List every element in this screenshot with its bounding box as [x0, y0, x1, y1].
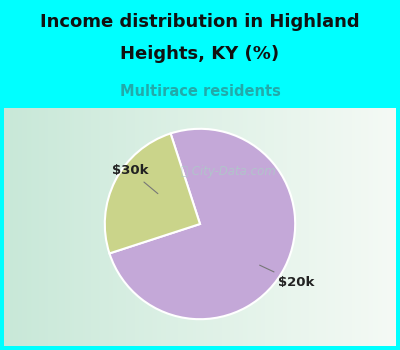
Text: Heights, KY (%): Heights, KY (%) [120, 45, 280, 63]
Wedge shape [105, 133, 200, 253]
Wedge shape [110, 129, 295, 319]
Text: ⓘ City-Data.com: ⓘ City-Data.com [181, 165, 276, 178]
Text: $30k: $30k [112, 164, 158, 194]
Text: Multirace residents: Multirace residents [120, 84, 280, 99]
Text: Income distribution in Highland: Income distribution in Highland [40, 13, 360, 32]
Text: $20k: $20k [260, 265, 314, 289]
